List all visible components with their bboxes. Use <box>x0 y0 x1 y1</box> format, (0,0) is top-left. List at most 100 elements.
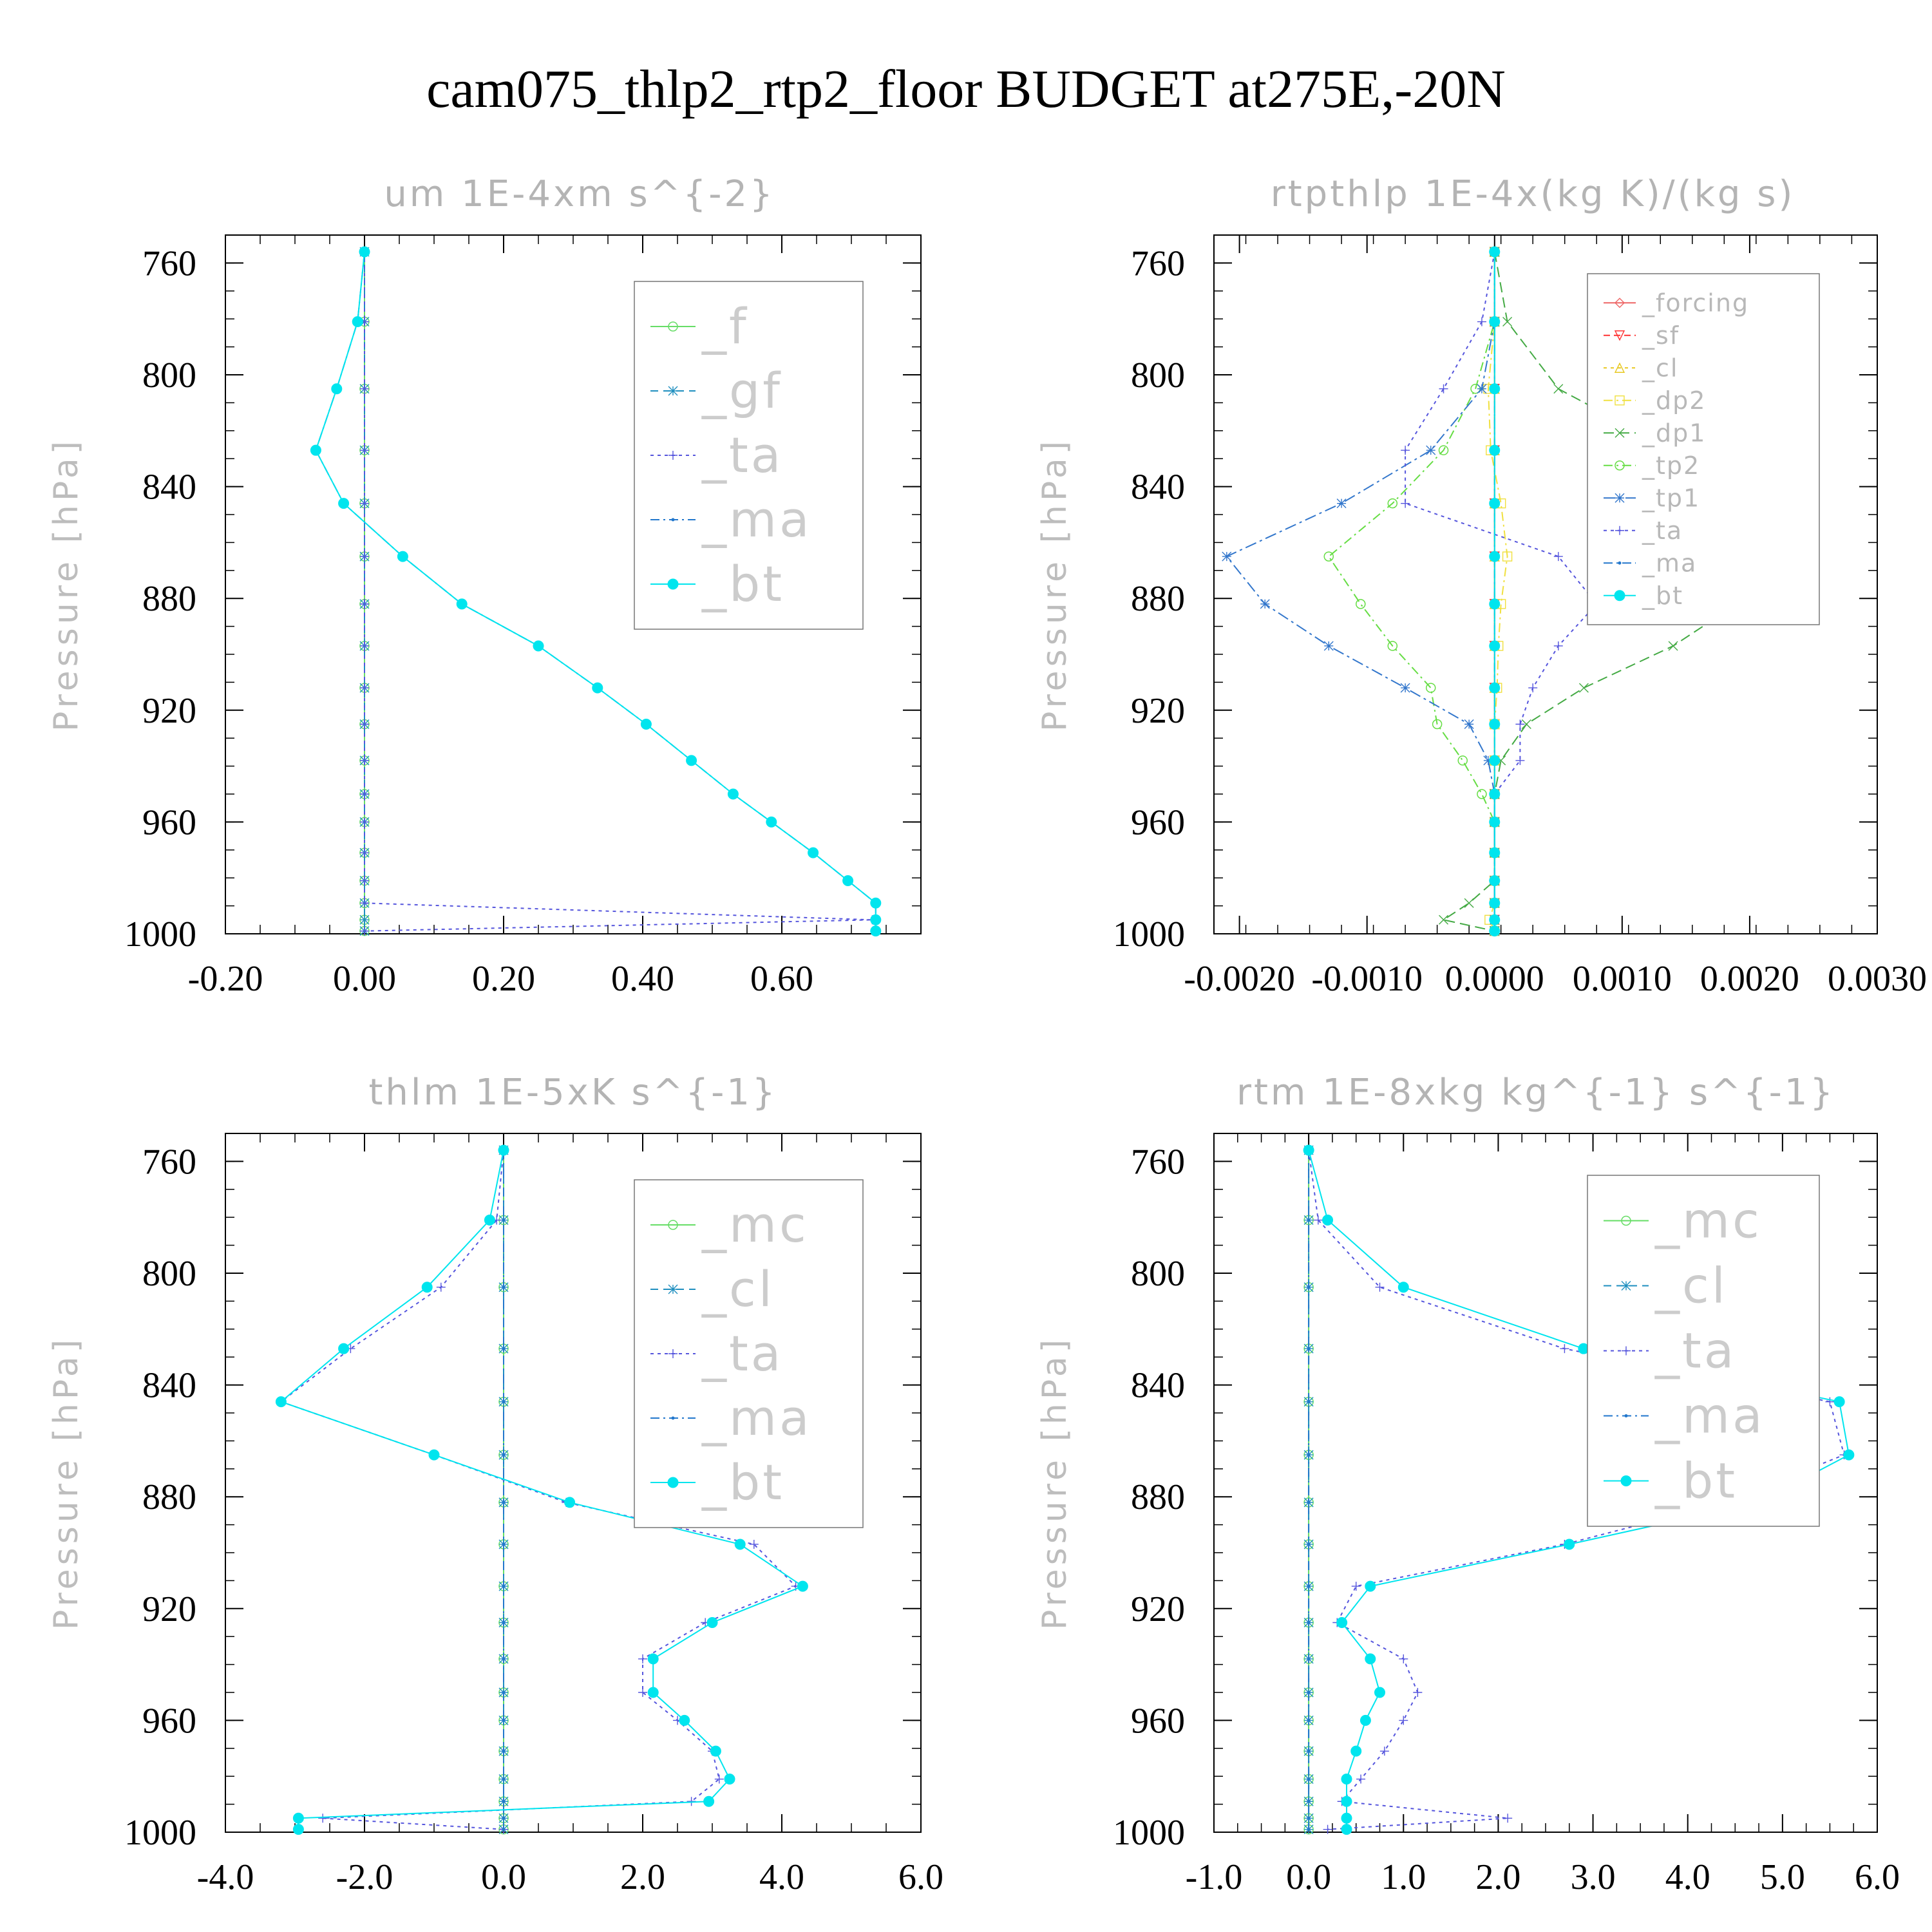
data-point <box>842 875 854 887</box>
series-line <box>1487 252 1508 932</box>
data-point <box>1489 498 1501 509</box>
y-tick-label: 920 <box>142 1589 196 1629</box>
y-tick-label: 800 <box>142 355 196 395</box>
plot-frame <box>1213 234 1878 934</box>
data-point <box>498 1144 509 1156</box>
y-tick-label: 960 <box>1131 802 1185 842</box>
legend-label: _dp1 <box>1642 419 1706 447</box>
data-point <box>1489 755 1501 766</box>
data-point <box>1457 755 1468 766</box>
data-point <box>1379 1747 1389 1756</box>
data-point <box>1489 897 1501 909</box>
data-point <box>1387 498 1398 509</box>
y-tick-label: 840 <box>1131 468 1185 507</box>
data-point <box>1489 444 1501 456</box>
data-point <box>1483 755 1493 766</box>
legend: _mc _cl _ta _ma _bt <box>634 1179 864 1528</box>
y-tick-label: 880 <box>1131 579 1185 619</box>
data-point <box>502 1285 506 1289</box>
data-point <box>727 788 739 800</box>
legend-label: _ta <box>701 1325 783 1382</box>
y-tick-label: 880 <box>142 579 196 619</box>
data-point <box>710 1745 721 1757</box>
data-point <box>1489 847 1501 858</box>
data-point <box>1515 719 1525 729</box>
data-point <box>1528 683 1538 693</box>
data-point <box>808 847 819 858</box>
data-point <box>360 926 369 936</box>
legend-marker <box>1615 298 1625 308</box>
y-axis-label: Pressure [hPa] <box>1036 1336 1074 1630</box>
y-tick-label: 920 <box>1131 1589 1185 1629</box>
data-point <box>1375 1282 1385 1292</box>
panel-rtpthlp: rtpthlp 1E-4x(kg K)/(kg s) Pressure [hPa]… <box>1036 173 1927 999</box>
series-bt <box>275 1144 808 1835</box>
data-point <box>724 1774 735 1785</box>
data-point <box>638 1688 647 1697</box>
y-tick-label: 960 <box>1131 1701 1185 1741</box>
legend-marker <box>667 1477 679 1488</box>
data-point <box>360 683 369 693</box>
legend-label: _tp2 <box>1642 451 1700 480</box>
data-point <box>734 1539 746 1550</box>
series-ta <box>1401 247 1602 936</box>
legend-marker <box>1615 428 1625 438</box>
data-point <box>1489 816 1501 828</box>
data-point <box>1341 1812 1352 1824</box>
data-point <box>502 1218 506 1222</box>
y-tick-label: 960 <box>142 802 196 842</box>
data-point <box>1356 1774 1366 1784</box>
data-point <box>1438 445 1449 455</box>
data-point <box>1825 1397 1835 1406</box>
data-point <box>502 1828 506 1832</box>
x-tick-label: -1.0 <box>1186 1857 1243 1897</box>
legend-marker <box>668 1220 678 1230</box>
data-point <box>1489 316 1501 328</box>
data-point <box>1303 1144 1314 1156</box>
data-point <box>1401 446 1410 455</box>
y-tick-label: 1000 <box>1113 1813 1185 1853</box>
data-point <box>1401 498 1410 508</box>
data-point <box>1564 1539 1575 1550</box>
legend-label: _f <box>701 298 749 355</box>
data-point <box>679 1714 690 1726</box>
data-point <box>360 446 369 455</box>
x-tick-label: 5.0 <box>1760 1857 1805 1897</box>
series-bt <box>1489 246 1501 937</box>
data-point <box>1307 1285 1311 1289</box>
x-tick-label: -4.0 <box>197 1857 254 1897</box>
y-tick-label: 880 <box>1131 1477 1185 1517</box>
data-point <box>292 1824 304 1835</box>
legend-label: _ma <box>1642 549 1697 577</box>
data-point <box>870 925 882 937</box>
legend-label: _cl <box>701 1260 775 1318</box>
data-point <box>1307 1799 1311 1803</box>
data-point <box>1307 1621 1311 1624</box>
data-point <box>456 598 468 610</box>
legend-box <box>1587 273 1820 625</box>
data-point <box>1222 551 1232 562</box>
series-line <box>315 251 876 931</box>
y-axis-label: Pressure [hPa] <box>1036 437 1074 732</box>
legend: _f _gf _ta _ma _bt <box>634 281 864 630</box>
data-point <box>1553 552 1563 562</box>
x-tick-label: 0.60 <box>750 959 813 999</box>
legend-marker <box>1614 590 1625 601</box>
legend-label: _bt <box>1642 582 1683 610</box>
y-tick-label: 880 <box>142 1477 196 1517</box>
x-tick-label: 6.0 <box>898 1857 943 1897</box>
data-point <box>1489 914 1501 925</box>
legend-label: _mc <box>701 1196 809 1253</box>
legend-label: _ma <box>701 491 812 548</box>
data-point <box>436 1282 446 1292</box>
data-point <box>1464 898 1474 908</box>
legend-label: _bt <box>701 1454 784 1511</box>
data-point <box>1426 445 1436 455</box>
data-point <box>706 1617 718 1628</box>
legend-marker <box>668 1284 678 1294</box>
panel-title: um 1E-4xm s^{-2} <box>384 173 775 215</box>
series-bt <box>310 246 882 937</box>
series-line <box>1327 252 1495 931</box>
data-point <box>502 1657 506 1661</box>
data-point <box>1307 1718 1311 1722</box>
